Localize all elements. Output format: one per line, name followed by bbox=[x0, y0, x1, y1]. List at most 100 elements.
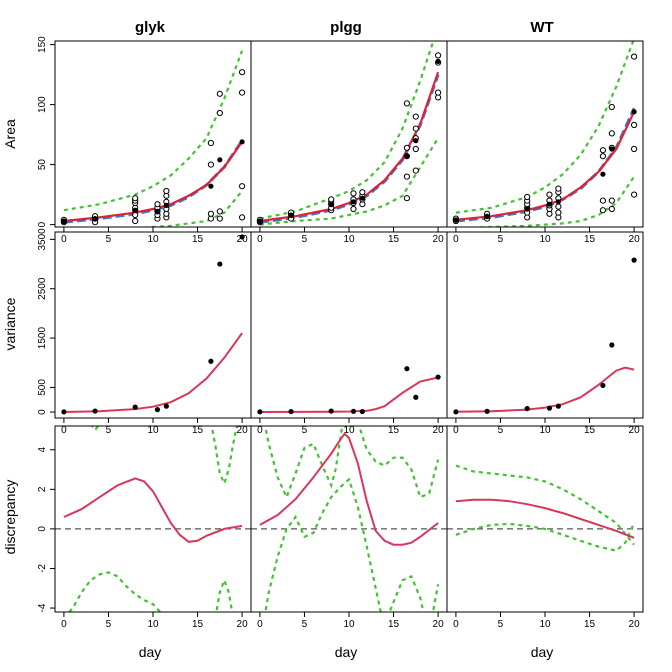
series-curve bbox=[259, 432, 439, 546]
plot-area bbox=[256, 41, 442, 226]
panel-WT-area: 0 5 10 15 20 bbox=[446, 40, 644, 245]
x-tick-label: 10 bbox=[343, 234, 355, 245]
x-tick-label: 5 bbox=[302, 619, 308, 630]
data-point-mean bbox=[61, 218, 67, 224]
data-point-observed bbox=[238, 214, 246, 221]
panel-frame bbox=[54, 40, 252, 228]
data-point-observed bbox=[608, 130, 615, 137]
x-tick-label: 15 bbox=[192, 234, 204, 245]
column-title-plgg: plgg bbox=[330, 19, 362, 36]
x-tick-label: 5 bbox=[106, 619, 112, 630]
data-point-mean bbox=[609, 146, 615, 152]
plot-area bbox=[257, 366, 441, 415]
data-point-observed bbox=[555, 209, 562, 216]
data-point-mean bbox=[217, 157, 223, 163]
data-point-variance bbox=[328, 408, 334, 414]
data-point-mean bbox=[163, 202, 169, 208]
x-tick-label: 5 bbox=[106, 234, 112, 245]
data-point-observed bbox=[524, 193, 531, 201]
data-point-mean bbox=[239, 139, 245, 145]
column-title-WT: WT bbox=[530, 19, 553, 36]
series-curve bbox=[63, 332, 243, 413]
x-tick-label: 15 bbox=[584, 425, 596, 436]
data-point-observed bbox=[599, 147, 607, 154]
x-tick-label: 0 bbox=[257, 619, 263, 630]
data-point-observed bbox=[163, 187, 170, 195]
panel-frame bbox=[250, 425, 448, 613]
series-band-upper-b bbox=[358, 426, 440, 499]
data-point-observed bbox=[359, 189, 366, 196]
data-point-observed bbox=[434, 89, 442, 96]
data-point-mean bbox=[359, 195, 365, 201]
data-point-variance bbox=[217, 261, 223, 267]
panel-WT-discrepancy: 0 5 10 15 20 bbox=[446, 425, 644, 630]
data-point-variance bbox=[413, 394, 419, 400]
data-point-observed bbox=[403, 144, 411, 151]
x-tick-label: 15 bbox=[192, 619, 204, 630]
series-mean-curve bbox=[259, 74, 440, 224]
data-point-mean bbox=[546, 201, 553, 207]
x-tick-label: 20 bbox=[433, 234, 445, 245]
x-tick-label: 5 bbox=[302, 234, 308, 245]
data-point-observed bbox=[132, 195, 139, 202]
series-band-upper bbox=[90, 426, 100, 432]
series-band-upper bbox=[455, 41, 635, 214]
y-tick-label: -4 bbox=[37, 603, 48, 612]
series-band-lower bbox=[67, 571, 162, 612]
data-point-observed bbox=[630, 145, 638, 153]
series-curve bbox=[455, 498, 635, 539]
x-tick-label: 10 bbox=[147, 619, 159, 630]
x-tick-label: 10 bbox=[539, 619, 551, 630]
row-ylabel-area: Area bbox=[2, 119, 18, 149]
data-point-observed bbox=[608, 197, 615, 204]
series-curve bbox=[455, 366, 635, 413]
data-point-observed bbox=[555, 185, 562, 192]
xlabel-plgg: day bbox=[335, 644, 358, 660]
data-point-variance bbox=[350, 408, 357, 414]
x-tick-label: 0 bbox=[453, 619, 459, 630]
series-band-lower bbox=[259, 137, 440, 226]
series-band-lower-a bbox=[264, 477, 382, 612]
data-point-mean bbox=[154, 208, 161, 214]
data-point-observed bbox=[350, 190, 357, 197]
y-tick-label: 4 bbox=[37, 447, 48, 453]
x-tick-label: 20 bbox=[629, 619, 641, 630]
x-tick-label: 15 bbox=[388, 234, 400, 245]
data-point-observed bbox=[599, 153, 607, 160]
y-tick-label: 2500 bbox=[37, 277, 48, 300]
data-point-observed bbox=[403, 173, 411, 180]
x-tick-label: 10 bbox=[343, 619, 355, 630]
series-band-lower bbox=[136, 190, 243, 227]
series-mean-curve bbox=[455, 107, 636, 223]
y-tick-label: 0 bbox=[37, 221, 48, 227]
data-point-variance bbox=[524, 406, 530, 412]
data-point-observed bbox=[403, 195, 411, 202]
x-tick-label: 20 bbox=[629, 234, 641, 245]
data-point-observed bbox=[599, 197, 607, 204]
data-point-observed bbox=[630, 53, 638, 60]
row-ylabel-discrepancy: discrepancy bbox=[2, 480, 18, 555]
x-tick-label: 15 bbox=[388, 619, 400, 630]
data-point-variance bbox=[61, 409, 67, 415]
data-point-variance bbox=[609, 342, 615, 348]
data-point-mean bbox=[555, 199, 561, 205]
data-point-mean bbox=[600, 171, 606, 177]
data-point-variance bbox=[631, 257, 637, 263]
data-point-observed bbox=[412, 145, 419, 153]
series-band-upper bbox=[63, 50, 244, 212]
series-band-lower-c bbox=[431, 584, 440, 612]
x-tick-label: 0 bbox=[257, 425, 263, 436]
panel-frame bbox=[250, 40, 448, 228]
series-mean-curve bbox=[63, 139, 244, 224]
plot-area bbox=[453, 257, 637, 415]
data-point-observed bbox=[412, 113, 419, 120]
data-point-observed bbox=[154, 201, 161, 208]
data-point-observed bbox=[630, 191, 638, 198]
y-tick-label: 100 bbox=[37, 96, 48, 113]
data-point-variance bbox=[404, 366, 410, 372]
x-tick-label: 5 bbox=[106, 425, 112, 436]
data-point-mean bbox=[453, 217, 459, 223]
panel-plgg-area: 0 5 10 15 20 bbox=[250, 40, 448, 245]
series-band-lower bbox=[458, 175, 636, 227]
data-point-variance bbox=[154, 407, 161, 413]
